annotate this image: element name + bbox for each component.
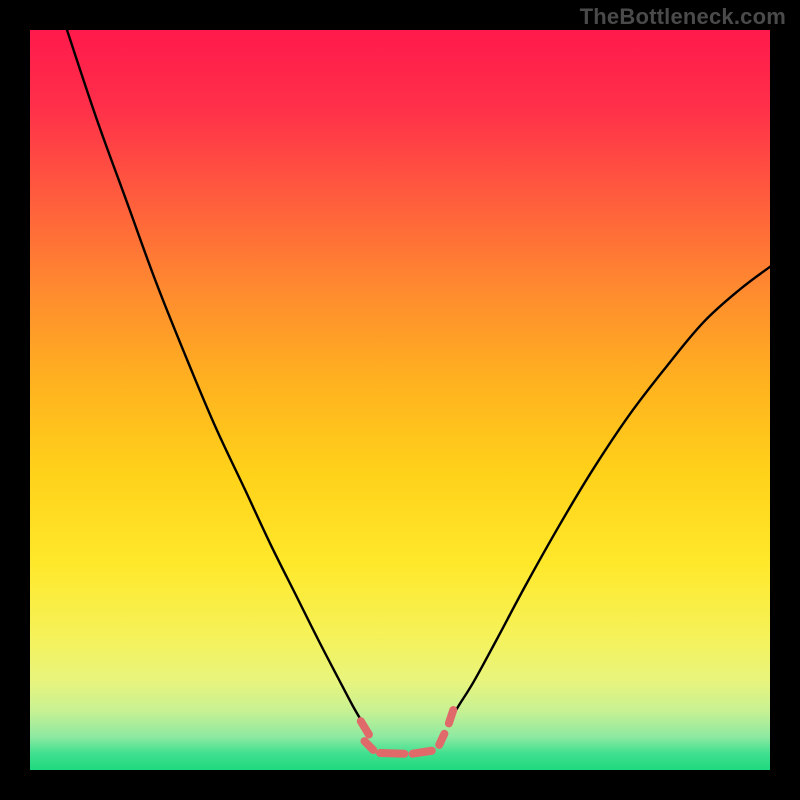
plot-svg — [30, 30, 770, 770]
dash-segment — [380, 753, 404, 754]
dash-segment — [413, 751, 432, 754]
plot-area — [30, 30, 770, 770]
chart-stage: TheBottleneck.com — [0, 0, 800, 800]
gradient-rect — [30, 30, 770, 770]
dash-segment — [449, 710, 453, 723]
dash-segment — [439, 734, 444, 745]
attribution-label: TheBottleneck.com — [580, 4, 786, 30]
